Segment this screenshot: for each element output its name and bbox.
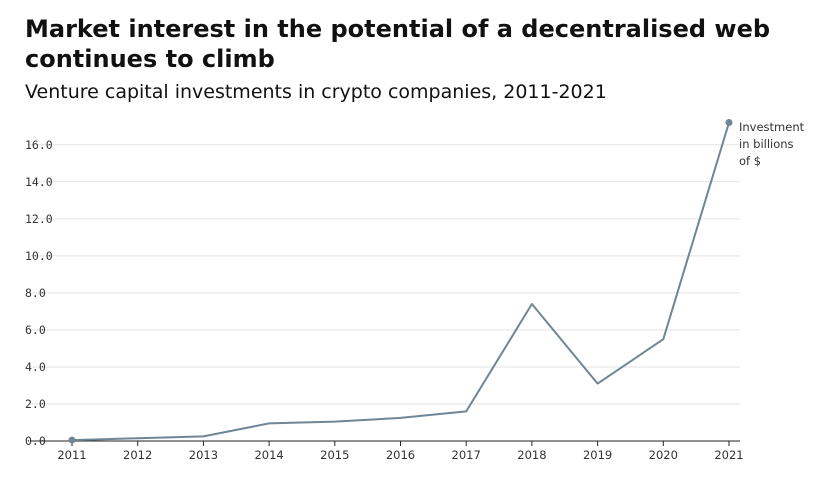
- x-tick-label: 2016: [386, 448, 415, 462]
- y-tick-label: 12.0: [25, 212, 53, 226]
- x-tick-label: 2013: [189, 448, 218, 462]
- x-tick-label: 2011: [57, 448, 86, 462]
- x-tick-label: 2012: [123, 448, 152, 462]
- chart-subtitle: Venture capital investments in crypto co…: [25, 81, 607, 103]
- chart-title: Market interest in the potential of a de…: [25, 15, 771, 73]
- end-annotation-line: Investment: [739, 120, 805, 134]
- y-tick-label: 14.0: [25, 175, 53, 189]
- grid-lines: [30, 144, 740, 405]
- x-tick-label: 2014: [254, 448, 283, 462]
- x-tick-label: 2018: [517, 448, 546, 462]
- x-tick-label: 2019: [583, 448, 612, 462]
- series-group: [68, 119, 733, 444]
- y-tick-label: 10.0: [25, 249, 53, 263]
- x-tick-label: 2020: [649, 448, 678, 462]
- y-tick-label: 6.0: [25, 323, 46, 337]
- y-tick-label: 4.0: [25, 360, 46, 374]
- y-tick-label: 2.0: [25, 397, 46, 411]
- series-line: [71, 122, 730, 442]
- x-tick-label: 2021: [714, 448, 743, 462]
- x-tick-label: 2017: [452, 448, 481, 462]
- y-axis-ticks: 0.02.04.06.08.010.012.014.016.0: [25, 138, 53, 448]
- y-tick-label: 16.0: [25, 138, 53, 152]
- y-tick-label: 8.0: [25, 286, 46, 300]
- end-point: [725, 119, 733, 127]
- end-annotation: Investment in billions of $: [739, 120, 805, 168]
- x-tick-label: 2015: [320, 448, 349, 462]
- x-axis-ticks: 2011 2012 2013 2014 2015 2016 2017 2018 2019 2020…: [57, 441, 744, 462]
- end-annotation-line: of $: [739, 154, 761, 168]
- end-annotation-line: in billions: [739, 137, 794, 151]
- start-point: [68, 436, 76, 444]
